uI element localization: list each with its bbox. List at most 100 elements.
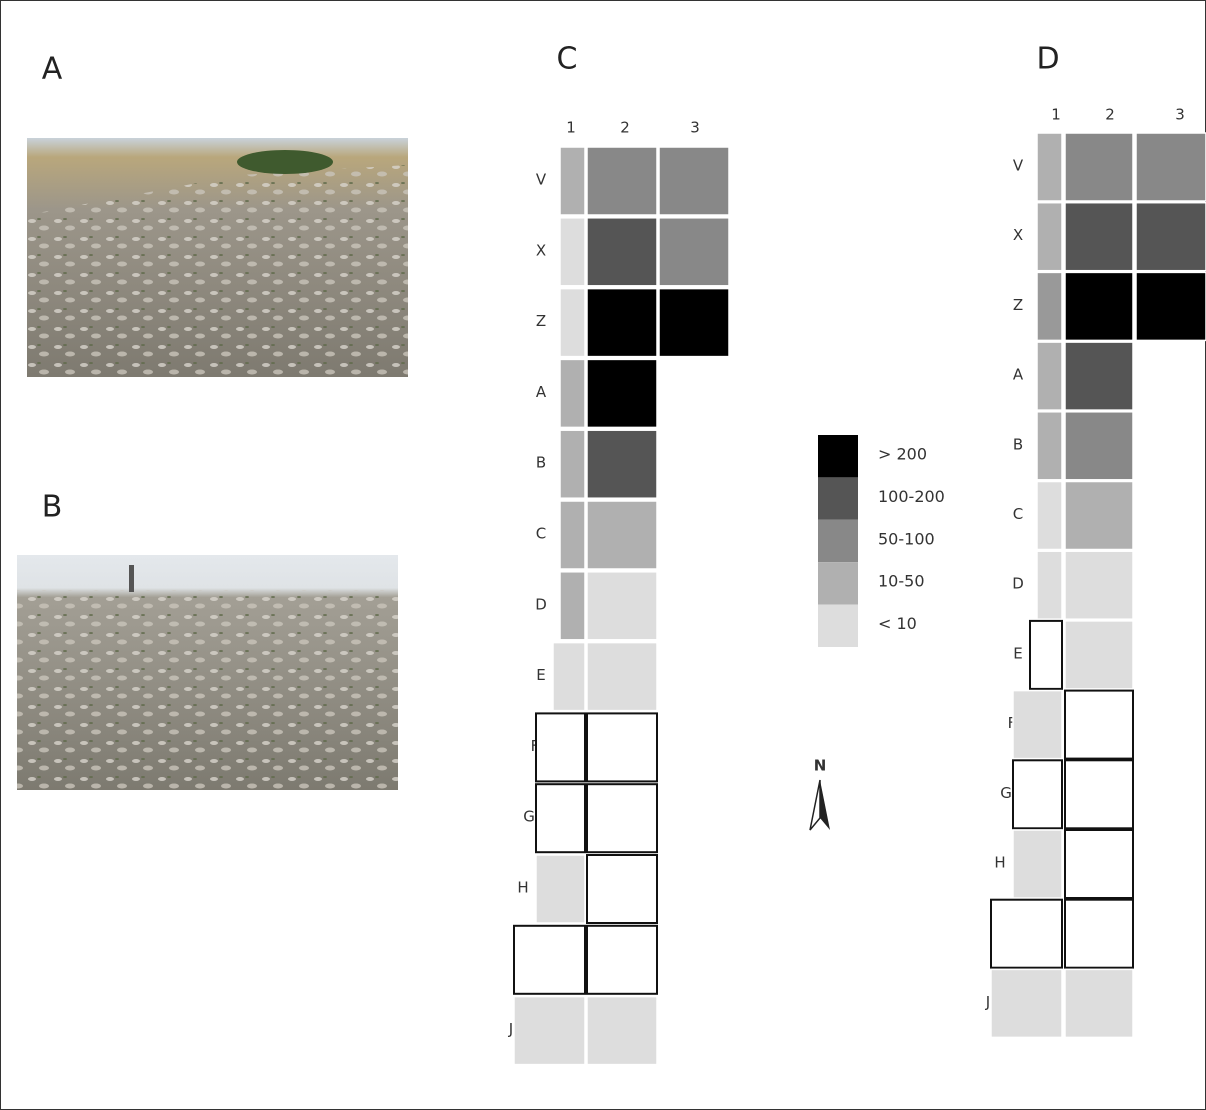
row-label: J — [508, 1020, 513, 1038]
cell — [514, 997, 585, 1065]
row-label: D — [1012, 575, 1024, 593]
legend-label: 50-100 — [878, 529, 935, 548]
cell — [587, 289, 657, 357]
row-label: E — [536, 666, 545, 684]
panel-label: C — [557, 42, 578, 77]
cell — [659, 289, 729, 357]
cell — [1065, 900, 1133, 968]
north-label: N — [814, 757, 827, 775]
cell — [587, 784, 657, 852]
column-label: 3 — [1175, 106, 1185, 124]
column-label: 3 — [690, 119, 700, 137]
row-label: X — [536, 241, 546, 259]
row-label: V — [536, 171, 547, 189]
legend-label: < 10 — [878, 614, 917, 633]
cell — [587, 147, 657, 215]
cell — [659, 218, 729, 286]
cell — [553, 643, 585, 711]
row-label: H — [517, 879, 528, 897]
cell — [1037, 272, 1062, 340]
cell — [587, 855, 657, 923]
cell — [991, 969, 1062, 1037]
row-label: B — [1013, 435, 1023, 453]
legend-swatch — [818, 605, 858, 647]
row-label: Z — [1013, 296, 1023, 314]
row-label: X — [1013, 226, 1023, 244]
cell — [560, 572, 585, 640]
cell — [536, 784, 585, 852]
cell — [1037, 133, 1062, 201]
row-label: J — [985, 993, 990, 1011]
cell — [1065, 969, 1133, 1037]
cell — [1065, 691, 1133, 759]
cell — [1065, 482, 1133, 550]
cell — [1136, 133, 1206, 201]
cell — [1065, 272, 1133, 340]
cell — [587, 218, 657, 286]
row-label: V — [1013, 157, 1024, 175]
cell — [587, 359, 657, 427]
cell — [560, 430, 585, 498]
cell — [1065, 412, 1133, 480]
row-label: D — [535, 595, 547, 613]
cell — [587, 643, 657, 711]
row-label: C — [1013, 505, 1023, 523]
panel-label: B — [42, 490, 63, 525]
cell — [587, 501, 657, 569]
cell — [560, 359, 585, 427]
cell — [1013, 691, 1062, 759]
legend-label: > 200 — [878, 445, 927, 464]
cell — [587, 430, 657, 498]
legend-swatch — [818, 562, 858, 604]
cell — [560, 147, 585, 215]
cell — [1136, 272, 1206, 340]
cell — [991, 900, 1062, 968]
cell — [560, 289, 585, 357]
row-label: A — [1013, 366, 1024, 384]
cell — [1136, 203, 1206, 271]
row-label: G — [523, 808, 535, 826]
legend-label: 100-200 — [878, 487, 945, 506]
cell — [1037, 342, 1062, 410]
photo-b — [17, 555, 398, 790]
cell — [1065, 133, 1133, 201]
cell — [1013, 830, 1062, 898]
column-label: 1 — [1051, 106, 1061, 124]
cell — [1065, 203, 1133, 271]
row-label: H — [994, 854, 1005, 872]
cell — [514, 926, 585, 994]
cell — [1037, 482, 1062, 550]
cell — [587, 713, 657, 781]
cell — [560, 218, 585, 286]
cell — [1013, 760, 1062, 828]
cell — [1065, 760, 1133, 828]
panel-label: A — [42, 52, 63, 87]
row-label: Z — [536, 312, 546, 330]
row-label: E — [1013, 644, 1022, 662]
legend-swatch — [818, 477, 858, 519]
column-label: 2 — [1105, 106, 1115, 124]
legend-swatch — [818, 520, 858, 562]
row-label: A — [536, 383, 547, 401]
column-label: 2 — [620, 119, 630, 137]
cell — [1030, 621, 1062, 689]
panel-label: D — [1036, 42, 1059, 77]
cell — [560, 501, 585, 569]
cell — [1037, 412, 1062, 480]
row-label: B — [536, 454, 546, 472]
legend-swatch — [818, 435, 858, 477]
legend-label: 10-50 — [878, 572, 925, 591]
cell — [659, 147, 729, 215]
cell — [1065, 621, 1133, 689]
row-label: C — [536, 525, 546, 543]
cell — [587, 572, 657, 640]
cell — [1065, 342, 1133, 410]
cell — [1037, 203, 1062, 271]
cell — [587, 926, 657, 994]
cell — [536, 855, 585, 923]
cell — [1065, 551, 1133, 619]
cell — [1065, 830, 1133, 898]
column-label: 1 — [566, 119, 576, 137]
photo-a — [27, 138, 408, 377]
cell — [1037, 551, 1062, 619]
